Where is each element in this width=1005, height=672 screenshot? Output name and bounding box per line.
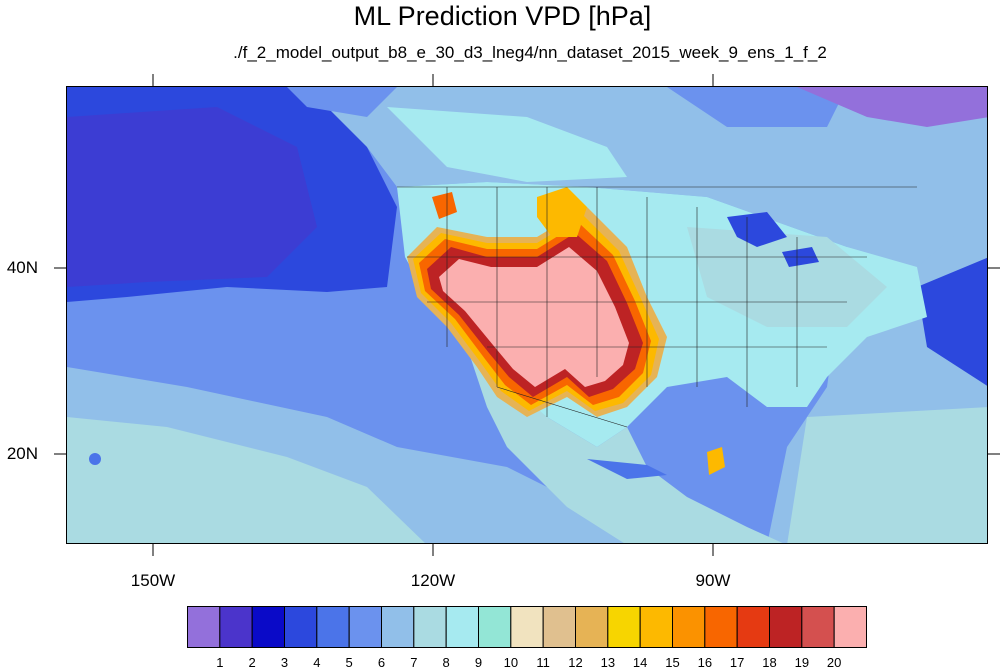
yucatan-hot-spot bbox=[707, 447, 725, 475]
colorbar-swatch bbox=[575, 606, 609, 648]
colorbar-swatch bbox=[801, 606, 835, 648]
colorbar-swatch bbox=[478, 606, 512, 648]
colorbar-swatch bbox=[607, 606, 641, 648]
political-boundaries bbox=[397, 186, 917, 428]
colorbar-tick-label: 14 bbox=[632, 655, 648, 670]
colorbar-tick-label: 6 bbox=[377, 655, 386, 670]
colorbar-swatch bbox=[251, 606, 285, 648]
lon-label-150w: 150W bbox=[130, 571, 176, 590]
lon-label-90w: 90W bbox=[695, 571, 731, 590]
colorbar-swatch bbox=[672, 606, 706, 648]
pacific-lowest-vpd bbox=[67, 107, 317, 287]
colorbar-tick-label: 4 bbox=[313, 655, 321, 670]
colorbar-tick-label: 18 bbox=[762, 655, 777, 670]
colorbar-swatch bbox=[316, 606, 350, 648]
colorbar-swatch bbox=[736, 606, 770, 648]
labrador-region bbox=[797, 87, 987, 127]
great-lakes bbox=[727, 212, 787, 247]
colorbar-swatch bbox=[833, 606, 867, 648]
lon-label-120w: 120W bbox=[410, 571, 456, 590]
colorbar-tick-label: 5 bbox=[345, 655, 353, 670]
colorbar-swatch bbox=[348, 606, 382, 648]
oregon-hot-spot bbox=[432, 192, 457, 219]
colorbar-swatch bbox=[704, 606, 738, 648]
colorbar-tick-label: 8 bbox=[442, 655, 450, 670]
colorbar-swatch bbox=[413, 606, 447, 648]
colorbar-swatch bbox=[284, 606, 318, 648]
colorbar-tick-label: 3 bbox=[280, 655, 289, 670]
colorbar-tick-label: 1 bbox=[216, 655, 224, 670]
caribbean-band bbox=[787, 407, 987, 543]
colorbar-tick-label: 7 bbox=[410, 655, 418, 670]
colorbar-tick-label: 16 bbox=[697, 655, 713, 670]
colorbar-tick-label: 9 bbox=[474, 655, 483, 670]
colorbar-tick-label: 10 bbox=[503, 655, 519, 670]
lat-label-40n: 40N bbox=[6, 258, 38, 277]
colorbar bbox=[187, 606, 867, 648]
map-title: ML Prediction VPD [hPa] bbox=[353, 1, 652, 31]
south-pacific-light bbox=[67, 417, 425, 543]
colorbar-swatch bbox=[639, 606, 674, 648]
colorbar-swatch bbox=[445, 606, 480, 648]
map-subtitle: ./f_2_model_output_b8_e_30_d3_lneg4/nn_d… bbox=[233, 43, 827, 62]
colorbar-tick-label: 20 bbox=[826, 655, 842, 670]
colorbar-swatch bbox=[381, 606, 415, 648]
colorbar-tick-label: 19 bbox=[794, 655, 810, 670]
colorbar-swatch bbox=[219, 606, 253, 648]
rockies-hot-spot bbox=[537, 187, 587, 237]
colorbar-tick-label: 15 bbox=[665, 655, 680, 670]
hudson-bay-region bbox=[667, 87, 847, 127]
vpd-field-map bbox=[67, 87, 987, 543]
map-plot-area bbox=[66, 86, 988, 544]
colorbar-swatch bbox=[187, 606, 221, 648]
colorbar-tick-label: 17 bbox=[729, 655, 745, 670]
colorbar-tick-label: 2 bbox=[248, 655, 256, 670]
colorbar-tick-label: 12 bbox=[568, 655, 583, 670]
lat-label-20n: 20N bbox=[6, 444, 38, 463]
atlantic-low-vpd bbox=[917, 257, 987, 386]
colorbar-swatch bbox=[510, 606, 544, 648]
vpd-20-max-region bbox=[439, 247, 629, 387]
colorbar-tick-label: 13 bbox=[600, 655, 616, 670]
colorbar-swatch bbox=[542, 606, 577, 648]
colorbar-tick-label: 11 bbox=[536, 655, 550, 670]
colorbar-swatch bbox=[769, 606, 803, 648]
gulf-coast-band bbox=[587, 459, 667, 479]
hawaii-island bbox=[89, 453, 101, 465]
alaska-coast bbox=[287, 87, 397, 117]
canada-light-region bbox=[387, 107, 627, 182]
mexico-land bbox=[467, 347, 783, 543]
